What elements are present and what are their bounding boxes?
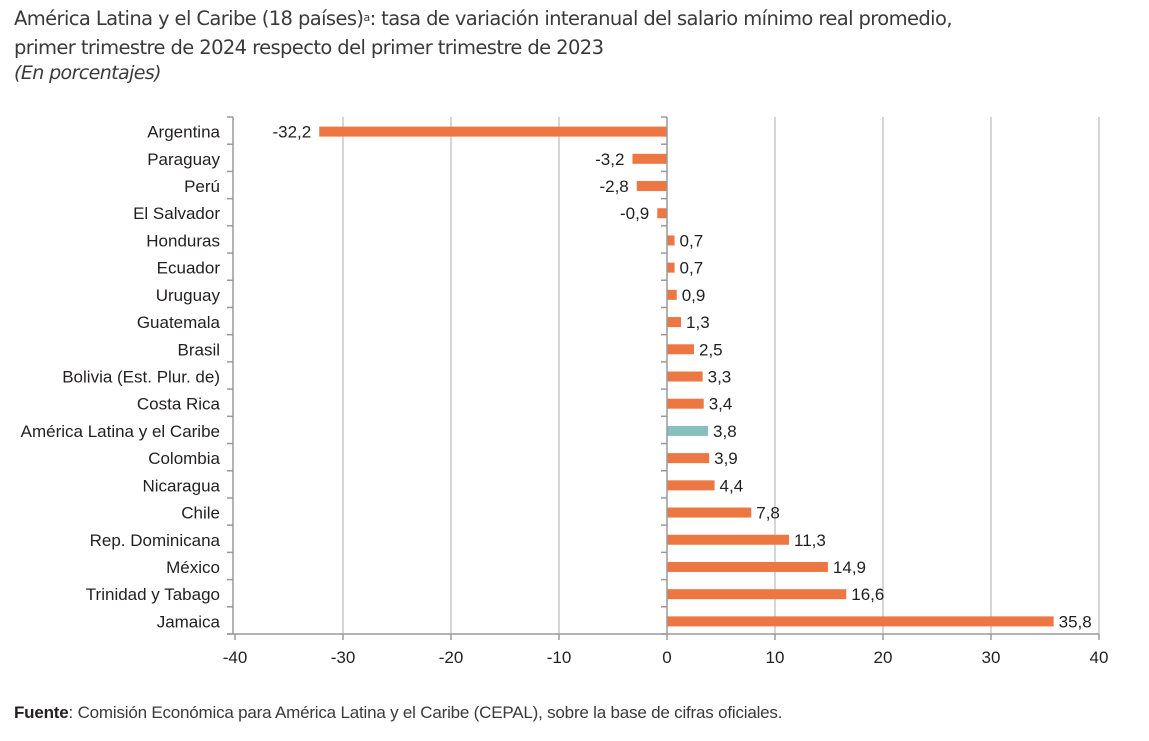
x-tick-label: 20 [874, 648, 893, 667]
x-tick-label: 0 [662, 648, 671, 667]
bar [667, 262, 675, 273]
category-label: Trinidad y Tabago [86, 585, 220, 604]
category-label: Uruguay [156, 286, 221, 305]
value-label: 3,8 [713, 422, 737, 441]
bar [667, 507, 752, 518]
category-label: Perú [184, 177, 220, 196]
value-label: 0,7 [680, 231, 704, 250]
x-tick-label: 10 [766, 648, 785, 667]
title-rest: : tasa de variación interanual del salar… [369, 7, 953, 30]
value-label: 0,7 [680, 259, 704, 278]
title-line2: primer trimestre de 2024 respecto del pr… [14, 36, 604, 59]
value-label: 1,3 [686, 313, 710, 332]
category-label: Honduras [146, 231, 220, 250]
bar [667, 453, 710, 464]
category-label: El Salvador [133, 204, 220, 223]
value-label: 16,6 [851, 585, 884, 604]
value-label: -2,8 [599, 177, 628, 196]
bar [636, 181, 667, 192]
bar [667, 480, 715, 491]
category-label: Nicaragua [143, 476, 221, 495]
category-label: Jamaica [157, 612, 221, 631]
title-main: América Latina y el Caribe (18 países) [14, 7, 364, 30]
bar [657, 208, 667, 219]
value-label: 14,9 [833, 558, 866, 577]
title-superscript: a [363, 11, 370, 24]
axes [227, 116, 1100, 640]
category-label: Paraguay [147, 150, 220, 169]
chart-title: América Latina y el Caribe (18 países)a:… [14, 4, 953, 62]
category-labels: Argentina Paraguay Perú El Salvador Honduras… [21, 123, 221, 632]
x-tick-label: -30 [331, 648, 356, 667]
value-label: 3,3 [708, 368, 732, 387]
bar [667, 398, 704, 409]
value-label: 3,4 [709, 395, 733, 414]
value-label: 35,8 [1059, 612, 1092, 631]
x-tick-labels: -40 -30 -20 -10 0 10 20 30 40 [223, 648, 1109, 667]
bars [319, 126, 1054, 627]
category-label: Costa Rica [137, 395, 221, 414]
bar [667, 371, 703, 382]
bar [319, 126, 667, 137]
x-tick-label: 40 [1090, 648, 1109, 667]
category-label: Bolivia (Est. Plur. de) [62, 368, 220, 387]
category-label: Rep. Dominicana [90, 531, 221, 550]
category-label: Colombia [148, 449, 220, 468]
value-label: 2,5 [699, 340, 723, 359]
category-label: América Latina y el Caribe [21, 422, 220, 441]
bar [667, 289, 677, 300]
gridlines [342, 117, 1100, 634]
category-label: Brasil [177, 340, 220, 359]
value-label: -3,2 [595, 150, 624, 169]
bar [667, 317, 682, 328]
x-tick-label: -20 [439, 648, 464, 667]
category-label: Argentina [147, 123, 220, 142]
x-tick-label: -40 [223, 648, 248, 667]
value-label: 3,9 [714, 449, 738, 468]
bar [667, 589, 847, 600]
bar [667, 616, 1054, 627]
chart-subtitle: (En porcentajes) [14, 62, 162, 84]
value-label: 0,9 [682, 286, 706, 305]
value-label: -0,9 [620, 204, 649, 223]
source-label: Fuente [14, 703, 69, 722]
source-note: Fuente: Comisión Económica para América … [14, 703, 782, 723]
bar [632, 153, 667, 164]
bar [667, 561, 828, 572]
bar [667, 344, 694, 355]
category-label: México [166, 558, 220, 577]
bar [667, 534, 790, 545]
category-label: Ecuador [157, 259, 221, 278]
value-label: -32,2 [272, 123, 311, 142]
bar [667, 235, 675, 246]
value-label: 11,3 [794, 531, 826, 550]
value-label: 7,8 [756, 504, 780, 523]
x-tick-label: -10 [547, 648, 572, 667]
value-label: 4,4 [720, 476, 744, 495]
value-labels: -32,2 -3,2 -2,8 -0,9 0,7 0,7 0,9 1,3 2,5 3,3 3,4 3,… [272, 123, 1091, 632]
bar [667, 425, 709, 436]
category-label: Guatemala [137, 313, 221, 332]
category-label: Chile [181, 504, 220, 523]
source-text: : Comisión Económica para América Latina… [68, 703, 783, 722]
x-tick-label: 30 [982, 648, 1001, 667]
